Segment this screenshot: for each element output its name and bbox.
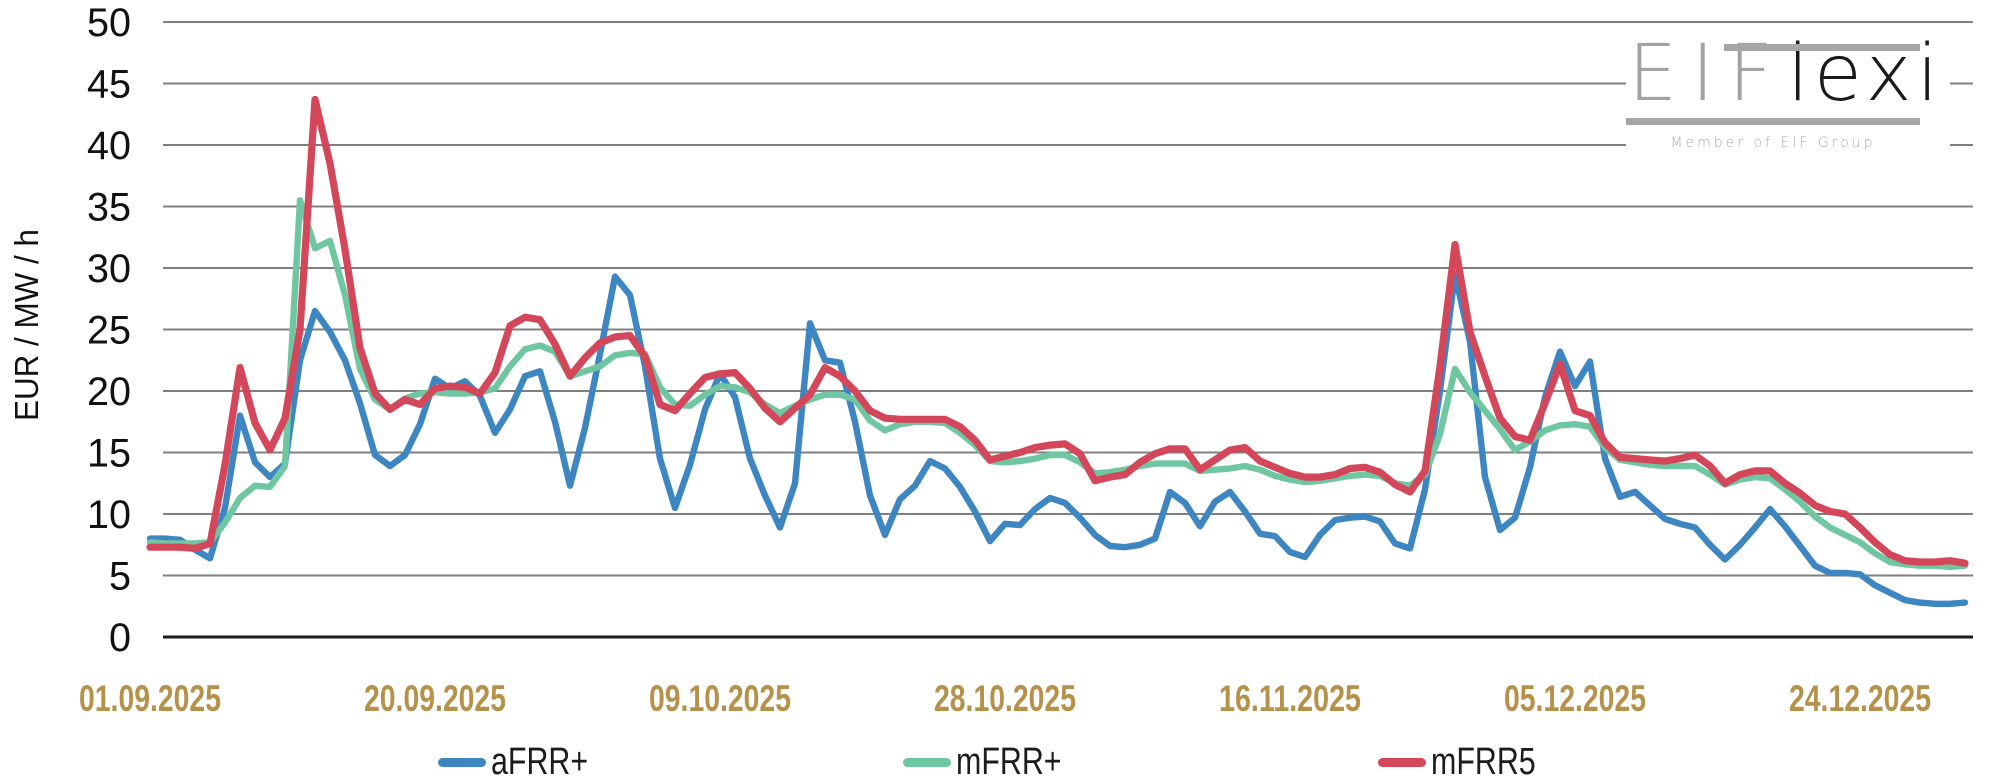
legend-swatch-aFRR+	[438, 758, 487, 767]
y-tick-label-30: 30	[87, 247, 131, 291]
x-tick-label-24.12.2025: 24.12.2025	[1789, 678, 1931, 719]
y-tick-label-5: 5	[109, 555, 131, 599]
series-line-aFRR+	[146, 270, 1969, 607]
legend: aFRR+ mFRR+ mFRR5	[0, 741, 2000, 780]
legend-swatch-mFRR+	[902, 758, 951, 767]
legend-item-mFRR+: mFRR+	[902, 741, 1088, 780]
legend-label-aFRR+: aFRR+	[491, 741, 589, 780]
eiflexi-logo: EIFlexi Member of EIF Group	[1626, 27, 1950, 160]
y-tick-label-50: 50	[87, 1, 131, 45]
y-tick-label-0: 0	[109, 616, 131, 660]
x-tick-label-09.10.2025: 09.10.2025	[649, 678, 791, 719]
logo-box: EIFlexi	[1626, 27, 1938, 127]
x-tick-label-28.10.2025: 28.10.2025	[934, 678, 1076, 719]
logo-frame-top-bar	[1724, 44, 1920, 51]
x-tick-label-01.09.2025: 01.09.2025	[79, 678, 221, 719]
series-line-mFRR+	[146, 197, 1969, 571]
y-tick-label-20: 20	[87, 370, 131, 414]
y-axis-title: EUR / MW / h	[8, 229, 45, 421]
y-tick-label-40: 40	[87, 124, 131, 168]
legend-item-mFRR5: mFRR5	[1377, 741, 1562, 780]
legend-label-mFRR5: mFRR5	[1430, 741, 1536, 780]
logo-text-lexi: lexi	[1787, 29, 1944, 119]
x-tick-label-20.09.2025: 20.09.2025	[364, 678, 506, 719]
legend-label-mFRR+: mFRR+	[955, 741, 1062, 780]
y-tick-label-10: 10	[87, 493, 131, 537]
logo-tagline: Member of EIF Group	[1670, 135, 1876, 151]
y-tick-label-45: 45	[87, 63, 131, 107]
logo-text-eif: EIF	[1628, 29, 1788, 119]
logo-frame-bottom-bar	[1626, 118, 1920, 125]
y-tick-label-35: 35	[87, 186, 131, 230]
y-tick-label-25: 25	[87, 309, 131, 353]
y-tick-label-15: 15	[87, 432, 131, 476]
x-tick-label-16.11.2025: 16.11.2025	[1219, 678, 1361, 719]
legend-item-aFRR+: aFRR+	[438, 741, 612, 780]
x-tick-label-05.12.2025: 05.12.2025	[1504, 678, 1646, 719]
series-line-mFRR5	[146, 95, 1969, 567]
legend-swatch-mFRR5	[1377, 758, 1426, 767]
